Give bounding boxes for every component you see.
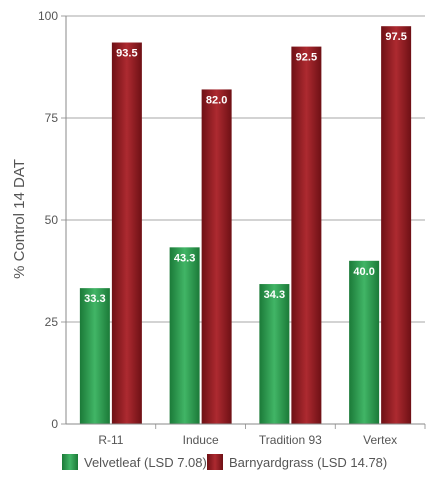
y-tick-label: 50 bbox=[45, 213, 59, 227]
bars bbox=[79, 26, 412, 425]
y-tick-label: 25 bbox=[45, 315, 59, 329]
legend-swatch bbox=[62, 454, 78, 470]
bar-velvetleaf bbox=[259, 284, 290, 424]
y-tick-label: 75 bbox=[45, 111, 59, 125]
legend-label: Velvetleaf (LSD 7.08) bbox=[84, 455, 207, 470]
data-label: 43.3 bbox=[174, 252, 195, 264]
bar-barnyardgrass bbox=[201, 89, 232, 424]
bar-velvetleaf bbox=[349, 260, 380, 424]
x-tick-label: Vertex bbox=[363, 433, 397, 447]
y-tick-label: 0 bbox=[51, 417, 58, 431]
data-label: 97.5 bbox=[385, 31, 406, 43]
data-label: 33.3 bbox=[84, 293, 105, 305]
data-label: 34.3 bbox=[264, 289, 285, 301]
data-labels: 33.3 93.5 43.3 82.0 34.3 92.5 40.0 97.5 bbox=[84, 31, 407, 305]
axes: 0 25 50 75 100 R-11 Induce Tradition 93 Vertex bbox=[38, 9, 426, 447]
y-tick-label: 100 bbox=[38, 9, 58, 23]
bar-barnyardgrass bbox=[111, 42, 142, 425]
bar-velvetleaf bbox=[169, 247, 200, 424]
x-tick-label: Tradition 93 bbox=[259, 433, 322, 447]
y-axis-title: % Control 14 DAT bbox=[11, 159, 28, 279]
data-label: 93.5 bbox=[116, 48, 137, 60]
x-tick-label: Induce bbox=[183, 433, 219, 447]
legend-swatch bbox=[207, 454, 223, 470]
bar-barnyardgrass bbox=[381, 26, 412, 424]
x-tick-label: R-11 bbox=[98, 433, 123, 447]
legend-label: Barnyardgrass (LSD 14.78) bbox=[229, 455, 387, 470]
data-label: 40.0 bbox=[353, 266, 374, 278]
data-label: 82.0 bbox=[206, 94, 227, 106]
bar-barnyardgrass bbox=[291, 46, 322, 424]
bar-velvetleaf bbox=[79, 288, 110, 424]
legend: Velvetleaf (LSD 7.08) Barnyardgrass (LSD … bbox=[62, 454, 387, 470]
data-label: 92.5 bbox=[296, 52, 317, 64]
